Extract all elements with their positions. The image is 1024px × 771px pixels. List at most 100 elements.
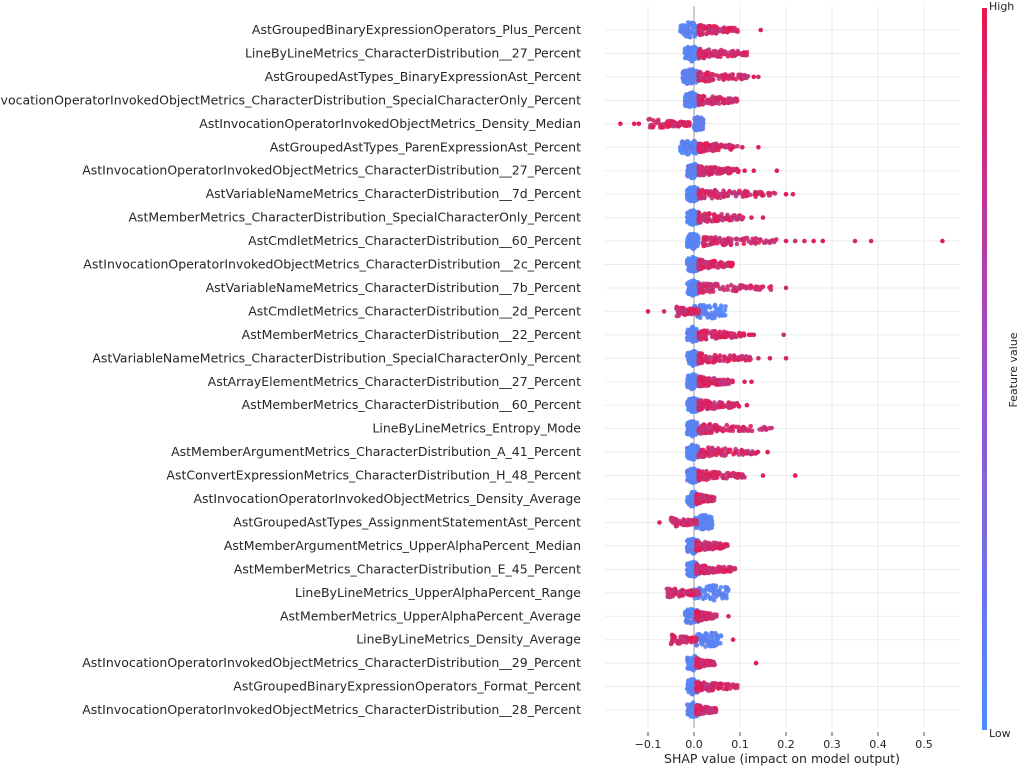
feature-row-points <box>684 700 719 720</box>
shap-point <box>690 281 696 287</box>
shap-point <box>689 660 694 665</box>
shap-point <box>725 359 730 364</box>
shap-point <box>783 356 789 361</box>
feature-row-points <box>684 419 774 439</box>
shap-point <box>694 685 699 691</box>
shap-point <box>711 48 717 54</box>
shap-point <box>731 401 737 406</box>
shap-point <box>699 633 705 639</box>
shap-point <box>718 640 723 646</box>
shap-point <box>709 218 715 224</box>
feature-label: AstConvertExpressionMetrics_CharacterDis… <box>166 468 581 483</box>
feature-row-points <box>684 559 738 579</box>
shap-point <box>742 168 747 173</box>
shap-point <box>756 356 761 361</box>
shap-point <box>697 283 703 288</box>
shap-point <box>718 381 723 386</box>
shap-point <box>685 454 690 460</box>
shap-point <box>749 428 755 434</box>
shap-point <box>728 282 734 288</box>
shap-point <box>692 432 697 438</box>
shap-point <box>720 447 725 453</box>
shap-point <box>711 258 716 264</box>
shap-point <box>702 78 708 84</box>
shap-point <box>725 29 730 35</box>
shap-point <box>700 24 705 30</box>
shap-point <box>696 52 702 57</box>
shap-point <box>681 521 686 527</box>
shap-point <box>688 476 694 482</box>
shap-point <box>716 686 721 691</box>
shap-point <box>726 587 731 592</box>
feature-row-points <box>678 20 763 40</box>
shap-point <box>735 285 741 291</box>
shap-point <box>691 421 697 427</box>
shap-point <box>694 499 700 504</box>
shap-point <box>699 684 704 689</box>
shap-point <box>736 73 741 79</box>
shap-point <box>744 354 749 359</box>
shap-point <box>701 195 707 200</box>
shap-point <box>731 166 736 172</box>
shap-point <box>731 357 736 363</box>
shap-point <box>720 191 726 196</box>
shap-point <box>685 152 690 157</box>
feature-row-points <box>682 90 740 110</box>
shap-point <box>688 306 693 312</box>
shap-point <box>703 143 708 149</box>
feature-label: AstMemberMetrics_UpperAlphaPercent_Avera… <box>280 608 581 623</box>
shap-point <box>744 402 750 408</box>
shap-point <box>707 193 712 198</box>
points-layer <box>618 20 945 720</box>
shap-point <box>687 266 692 271</box>
feature-label: AstInvocationOperatorInvokedObjectMetric… <box>193 491 581 506</box>
shap-point <box>736 356 741 361</box>
shap-point <box>686 680 691 685</box>
shap-point <box>684 499 690 504</box>
shap-point <box>767 425 772 431</box>
colorbar-title: Feature value <box>1007 332 1020 407</box>
shap-point <box>685 545 690 550</box>
shap-point <box>702 610 708 616</box>
feature-row-points <box>684 677 740 697</box>
shap-point <box>708 687 714 693</box>
shap-point <box>751 74 757 80</box>
shap-point <box>760 215 766 220</box>
shap-point <box>686 637 692 642</box>
shap-point <box>726 190 732 195</box>
shap-point <box>691 374 697 379</box>
shap-point <box>729 335 734 340</box>
shap-point <box>691 255 696 260</box>
feature-labels: AstGroupedBinaryExpressionOperators_Plus… <box>0 22 581 717</box>
shap-point <box>678 144 683 149</box>
shap-point <box>687 212 692 218</box>
shap-point <box>716 564 721 569</box>
shap-point <box>706 406 712 411</box>
feature-label: AstInvocationOperatorInvokedObjectMetric… <box>82 655 581 670</box>
shap-point <box>710 643 716 649</box>
shap-point <box>772 191 778 196</box>
shap-point <box>737 216 743 221</box>
shap-point <box>715 592 721 597</box>
shap-point <box>698 541 703 547</box>
shap-point <box>724 568 729 574</box>
shap-point <box>702 171 707 177</box>
shap-point <box>707 356 712 362</box>
shap-point <box>706 47 712 52</box>
shap-point <box>678 24 684 30</box>
shap-point <box>741 237 747 243</box>
shap-point <box>689 360 695 365</box>
shap-point <box>697 614 703 620</box>
shap-point <box>703 53 708 58</box>
shap-point <box>700 401 706 406</box>
shap-point <box>698 564 703 570</box>
shap-point <box>701 499 706 504</box>
shap-point <box>792 473 798 478</box>
shap-point <box>684 123 689 129</box>
shap-point <box>719 311 725 316</box>
shap-point <box>748 424 753 429</box>
shap-point <box>678 636 684 641</box>
shap-point <box>686 80 692 86</box>
shap-point <box>792 238 798 244</box>
feature-label: AstMemberArgumentMetrics_UpperAlphaPerce… <box>224 538 581 553</box>
